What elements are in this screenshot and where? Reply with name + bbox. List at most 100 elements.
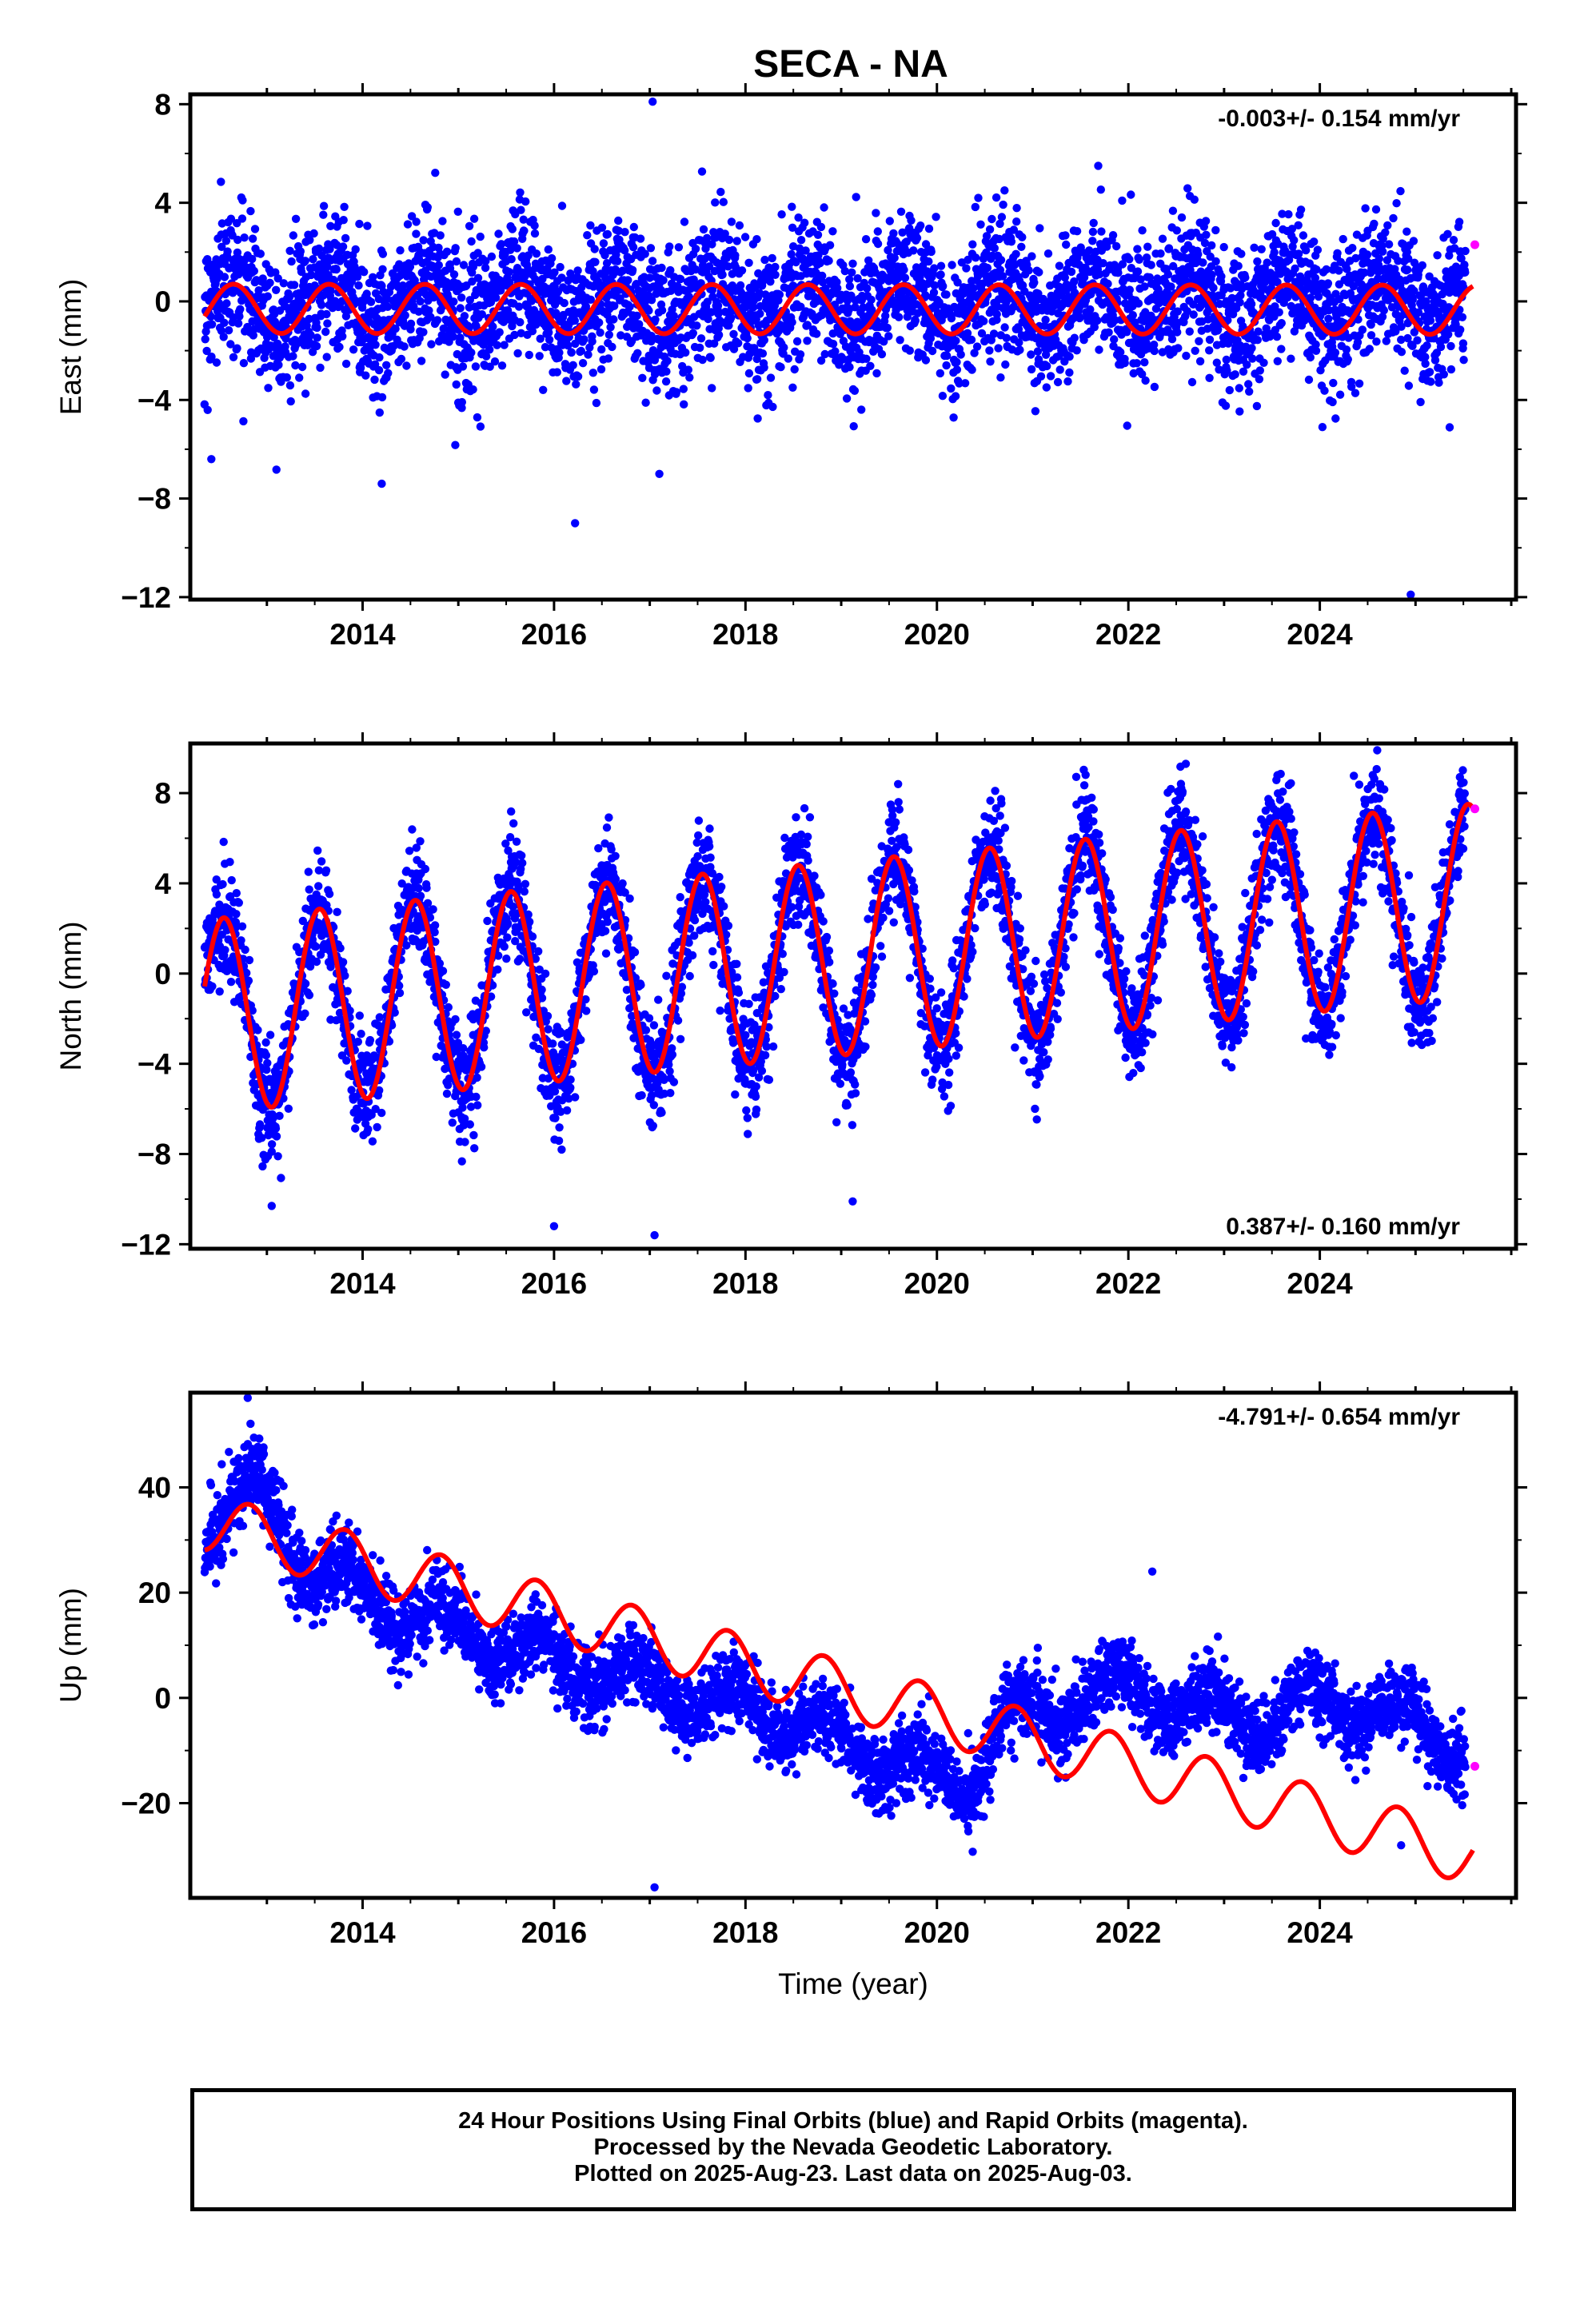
data-point — [222, 299, 230, 307]
data-point — [402, 941, 410, 949]
data-point — [1398, 348, 1406, 356]
data-point — [1431, 356, 1439, 364]
data-point — [289, 231, 297, 239]
data-point — [467, 237, 475, 245]
data-point — [624, 276, 632, 284]
data-point — [752, 235, 760, 243]
data-point — [1459, 356, 1467, 364]
data-point — [895, 313, 903, 321]
data-point — [1278, 319, 1286, 327]
data-point — [1339, 235, 1347, 243]
data-point — [322, 867, 330, 875]
data-point — [1217, 273, 1225, 281]
data-point — [996, 373, 1004, 381]
data-point — [1034, 347, 1042, 355]
data-point — [1141, 377, 1149, 385]
data-point — [771, 263, 779, 271]
data-point — [265, 279, 273, 287]
data-point — [1205, 374, 1213, 382]
data-point — [400, 342, 408, 350]
data-point — [1437, 343, 1445, 351]
data-point — [1447, 365, 1455, 373]
data-point — [597, 345, 605, 353]
data-point — [1199, 258, 1207, 266]
data-point — [597, 365, 605, 373]
data-point — [233, 889, 241, 897]
data-point — [952, 392, 960, 400]
data-point — [213, 891, 221, 899]
data-point — [584, 350, 592, 358]
data-point — [972, 253, 980, 261]
data-point — [213, 358, 221, 366]
y-tick-label: −8 — [138, 483, 171, 516]
data-point — [1275, 308, 1283, 316]
data-point — [1434, 379, 1442, 387]
data-point — [727, 313, 735, 321]
data-point — [862, 235, 870, 243]
data-point — [1147, 261, 1155, 269]
data-point — [1073, 227, 1081, 235]
data-point — [1456, 325, 1464, 333]
data-point — [553, 368, 561, 376]
data-point — [820, 203, 828, 211]
data-point — [1331, 414, 1339, 422]
data-point — [498, 361, 506, 369]
data-point — [986, 357, 994, 365]
data-point — [1277, 345, 1285, 353]
data-point — [628, 266, 636, 274]
data-point — [313, 847, 321, 855]
data-point — [235, 313, 243, 321]
data-point — [1271, 249, 1279, 257]
data-point — [708, 384, 716, 392]
data-point — [273, 465, 281, 473]
data-point — [261, 1038, 269, 1046]
data-point — [239, 417, 247, 425]
data-point — [788, 318, 796, 326]
data-point — [606, 323, 614, 331]
data-point — [1031, 407, 1039, 415]
data-point — [636, 234, 644, 242]
data-point — [1426, 368, 1434, 376]
data-point — [1359, 325, 1367, 333]
data-point — [716, 188, 724, 196]
data-point — [1110, 335, 1118, 343]
data-point — [962, 264, 970, 272]
data-point — [301, 257, 309, 265]
data-point — [1244, 380, 1252, 388]
data-point — [238, 214, 246, 222]
data-point — [1196, 357, 1204, 365]
data-point — [1067, 268, 1075, 276]
data-point — [912, 317, 920, 325]
data-point — [600, 239, 608, 247]
data-point — [1372, 205, 1380, 213]
data-point — [351, 1124, 359, 1132]
data-point — [1245, 388, 1253, 396]
data-point — [320, 202, 328, 210]
data-point — [493, 341, 501, 349]
data-point — [850, 422, 858, 430]
data-point — [1088, 237, 1096, 245]
data-point — [1202, 217, 1210, 225]
data-point — [1381, 229, 1389, 237]
data-point — [234, 319, 242, 327]
data-point — [736, 221, 744, 229]
data-point — [720, 198, 728, 206]
data-point — [928, 347, 936, 355]
data-point — [317, 301, 325, 309]
figure-title: SECA - NA — [753, 43, 948, 86]
data-point — [396, 989, 404, 997]
data-point — [375, 366, 383, 374]
data-point — [384, 369, 392, 377]
data-point — [1235, 408, 1243, 416]
data-point — [222, 237, 230, 245]
data-point — [1123, 421, 1131, 429]
data-point — [473, 413, 481, 421]
data-point — [431, 169, 439, 177]
data-point — [909, 246, 917, 254]
data-point — [227, 978, 235, 986]
data-point — [433, 316, 441, 324]
data-point — [689, 329, 697, 337]
data-point — [1256, 366, 1264, 374]
x-tick-label: 2022 — [1095, 618, 1161, 651]
